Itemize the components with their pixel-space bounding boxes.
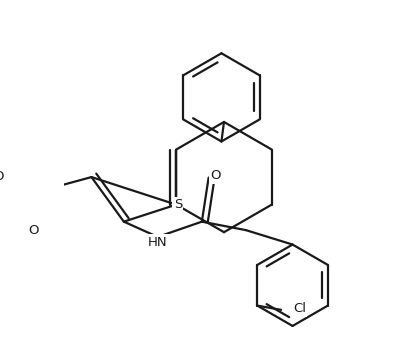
Text: O: O (28, 224, 39, 237)
Text: HN: HN (148, 235, 168, 248)
Text: Cl: Cl (293, 302, 306, 316)
Text: S: S (174, 198, 182, 211)
Text: O: O (0, 170, 3, 183)
Text: O: O (210, 169, 221, 182)
